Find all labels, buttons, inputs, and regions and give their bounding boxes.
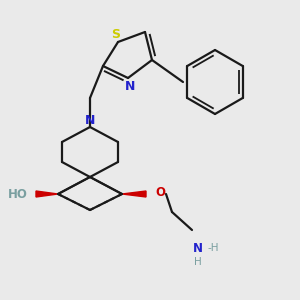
Polygon shape bbox=[122, 191, 146, 197]
Text: N: N bbox=[85, 115, 95, 128]
Text: -H: -H bbox=[207, 243, 219, 253]
Text: N: N bbox=[193, 242, 203, 254]
Text: HO: HO bbox=[8, 188, 28, 200]
Text: S: S bbox=[112, 28, 121, 40]
Text: N: N bbox=[125, 80, 135, 92]
Polygon shape bbox=[36, 191, 58, 197]
Text: H: H bbox=[194, 257, 202, 267]
Text: O: O bbox=[155, 187, 165, 200]
